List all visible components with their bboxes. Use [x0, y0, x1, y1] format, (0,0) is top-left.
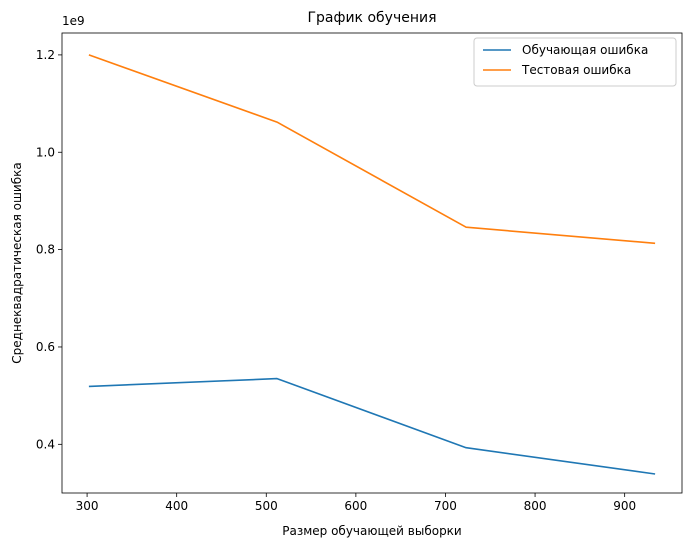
y-tick-label: 0.4	[36, 437, 55, 451]
x-tick-label: 300	[76, 499, 99, 513]
series-line-test-error	[88, 54, 656, 245]
tick-layer: 300 400 500 600 700 800 900 0.4 0.6 0.8 1.0 1.2	[36, 48, 636, 513]
x-tick-label: 800	[524, 499, 547, 513]
x-tick-label: 500	[255, 499, 278, 513]
x-axis-title: Размер обучающей выборки	[282, 524, 461, 538]
y-axis-offset-label: 1e9	[62, 14, 85, 28]
chart-title: График обучения	[307, 10, 436, 26]
y-tick-label: 1.2	[36, 48, 55, 62]
y-tick-label: 0.8	[36, 243, 55, 257]
series-layer	[88, 54, 656, 475]
legend-label: Обучающая ошибка	[522, 43, 648, 57]
legend: Обучающая ошибка Тестовая ошибка	[473, 37, 677, 87]
x-tick-label: 900	[613, 499, 636, 513]
series-line-train-error	[88, 377, 656, 475]
legend-box	[473, 37, 677, 87]
y-tick-label: 0.6	[36, 340, 55, 354]
plot-frame	[61, 32, 683, 494]
x-tick-label: 400	[165, 499, 188, 513]
x-tick-label: 600	[344, 499, 367, 513]
x-tick-label: 700	[434, 499, 457, 513]
legend-label: Тестовая ошибка	[521, 63, 631, 77]
y-axis-title: Среднеквадратическая ошибка	[10, 162, 24, 363]
y-tick-label: 1.0	[36, 145, 55, 159]
